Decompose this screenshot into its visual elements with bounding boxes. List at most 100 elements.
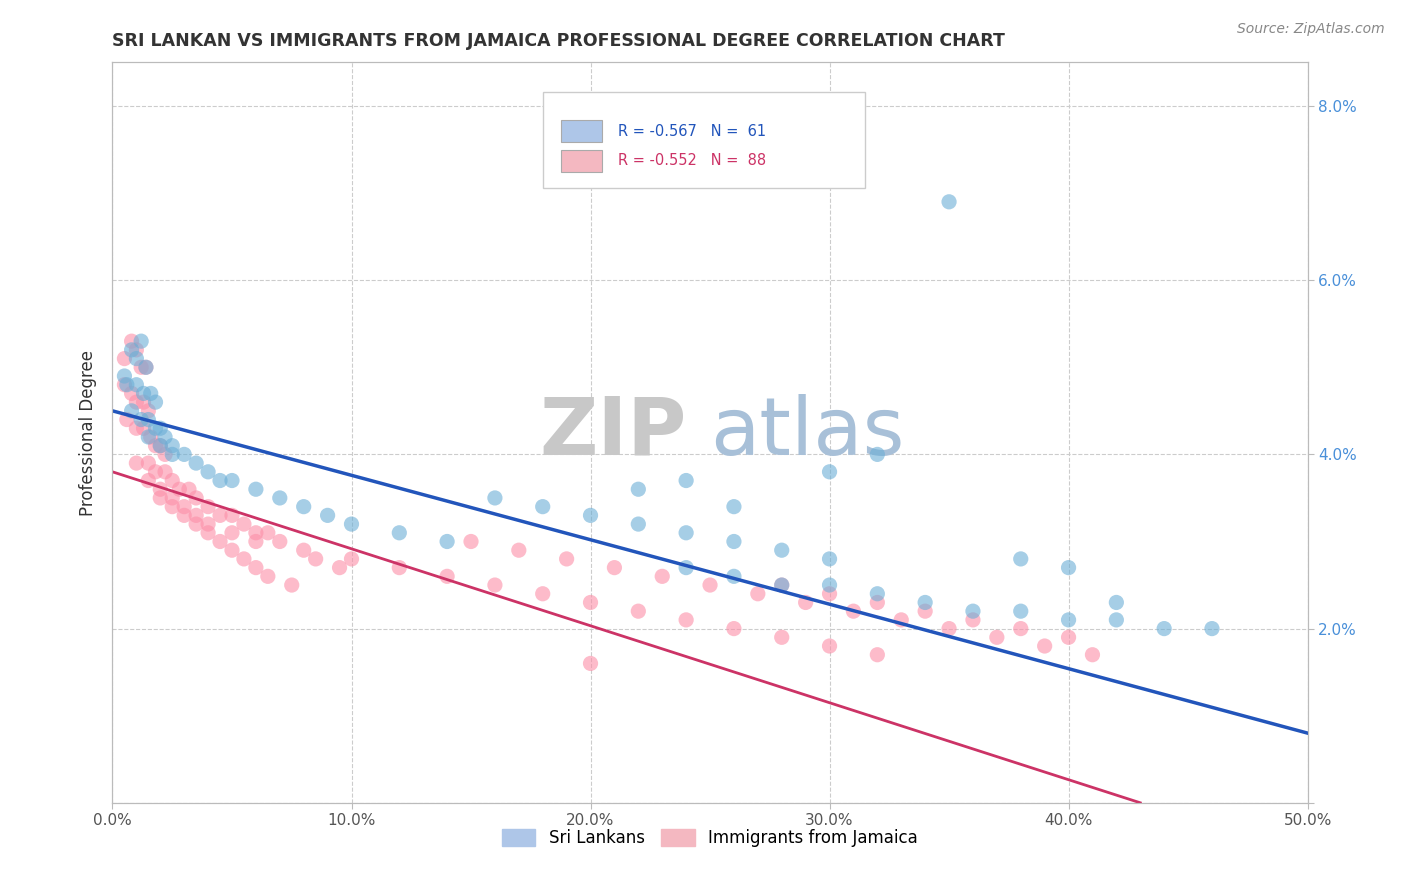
Point: [114, 369, 135, 384]
Text: ZIP: ZIP: [538, 393, 686, 472]
Point: [153, 447, 176, 461]
Point: [209, 534, 232, 549]
Point: [675, 613, 697, 627]
Point: [890, 613, 912, 627]
Point: [866, 595, 889, 609]
Point: [388, 560, 411, 574]
Point: [209, 508, 232, 523]
Point: [138, 474, 160, 488]
Point: [125, 421, 148, 435]
Point: [257, 569, 280, 583]
Point: [292, 543, 315, 558]
Point: [818, 552, 841, 566]
Point: [579, 657, 602, 671]
Point: [842, 604, 865, 618]
FancyBboxPatch shape: [561, 120, 603, 143]
Point: [149, 439, 172, 453]
Point: [747, 587, 769, 601]
Point: [169, 482, 191, 496]
Point: [962, 604, 984, 618]
Point: [675, 474, 697, 488]
Point: [138, 456, 160, 470]
Point: [723, 569, 745, 583]
Point: [115, 412, 138, 426]
Point: [914, 595, 936, 609]
Point: [245, 534, 267, 549]
Point: [245, 482, 267, 496]
Point: [770, 578, 793, 592]
Point: [197, 517, 219, 532]
Point: [125, 395, 148, 409]
Point: [1010, 604, 1032, 618]
Point: [221, 474, 243, 488]
Point: [579, 508, 602, 523]
Y-axis label: Professional Degree: Professional Degree: [79, 350, 97, 516]
Point: [675, 560, 697, 574]
Point: [1010, 622, 1032, 636]
Point: [135, 360, 157, 375]
Point: [1057, 560, 1080, 574]
Point: [125, 456, 148, 470]
Point: [627, 517, 650, 532]
Point: [1105, 595, 1128, 609]
Point: [132, 395, 155, 409]
Point: [770, 543, 793, 558]
Point: [1057, 630, 1080, 644]
Point: [627, 482, 650, 496]
Point: [651, 569, 673, 583]
Point: [316, 508, 339, 523]
Point: [121, 334, 143, 348]
Point: [145, 439, 167, 453]
Point: [139, 386, 162, 401]
Point: [139, 430, 162, 444]
Point: [531, 500, 554, 514]
Point: [162, 447, 183, 461]
Point: [281, 578, 304, 592]
Point: [149, 491, 172, 505]
Point: [723, 622, 745, 636]
Point: [818, 578, 841, 592]
Point: [603, 560, 626, 574]
Point: [269, 491, 291, 505]
Text: Source: ZipAtlas.com: Source: ZipAtlas.com: [1237, 22, 1385, 37]
Point: [579, 595, 602, 609]
Point: [699, 578, 721, 592]
Point: [388, 525, 411, 540]
Point: [135, 360, 157, 375]
Point: [269, 534, 291, 549]
Point: [186, 491, 208, 505]
Point: [233, 552, 256, 566]
Point: [129, 334, 152, 348]
Point: [149, 482, 172, 496]
Point: [1153, 622, 1175, 636]
Point: [138, 412, 160, 426]
Point: [145, 421, 167, 435]
Point: [866, 648, 889, 662]
Point: [132, 421, 155, 435]
Point: [460, 534, 482, 549]
Point: [121, 343, 143, 357]
Point: [257, 525, 280, 540]
Point: [125, 377, 148, 392]
Point: [162, 491, 183, 505]
Point: [770, 578, 793, 592]
Point: [1105, 613, 1128, 627]
Point: [162, 474, 183, 488]
Text: SRI LANKAN VS IMMIGRANTS FROM JAMAICA PROFESSIONAL DEGREE CORRELATION CHART: SRI LANKAN VS IMMIGRANTS FROM JAMAICA PR…: [112, 32, 1005, 50]
Point: [1010, 552, 1032, 566]
FancyBboxPatch shape: [561, 150, 603, 172]
Point: [305, 552, 328, 566]
Point: [173, 447, 195, 461]
Point: [153, 465, 176, 479]
Point: [121, 404, 143, 418]
Point: [209, 474, 232, 488]
Point: [115, 377, 138, 392]
Point: [173, 500, 195, 514]
Point: [121, 386, 143, 401]
Point: [233, 517, 256, 532]
Point: [197, 500, 219, 514]
Text: R = -0.552   N =  88: R = -0.552 N = 88: [619, 153, 766, 169]
Point: [723, 534, 745, 549]
Point: [138, 404, 160, 418]
Point: [129, 360, 152, 375]
